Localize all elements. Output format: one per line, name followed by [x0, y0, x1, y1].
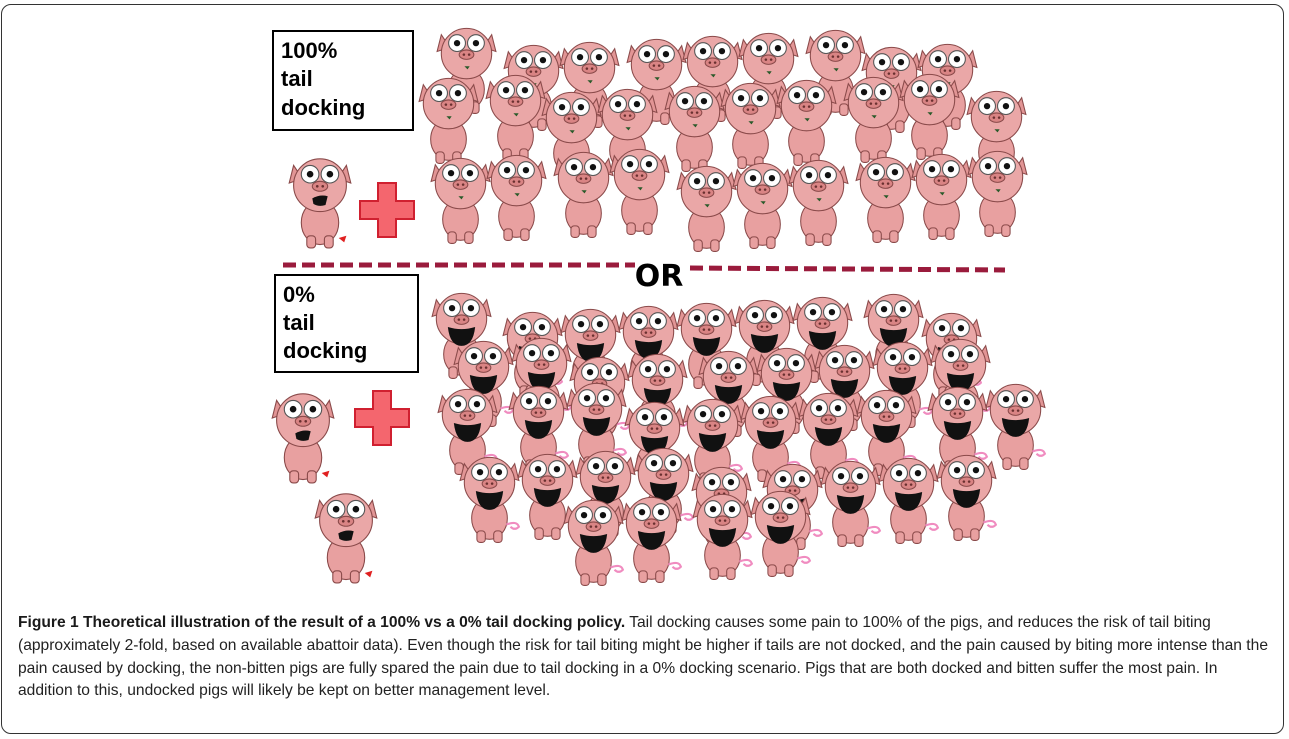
pig-illustration [431, 158, 490, 243]
pig-illustration [487, 155, 546, 240]
plus-icon [360, 183, 414, 237]
pig-illustration [968, 151, 1027, 236]
pig-illustration [419, 78, 478, 163]
page: 100% tail docking OR 0% tail docking Fig… [0, 0, 1289, 739]
figure-art: 100% tail docking OR 0% tail docking [0, 0, 1289, 600]
label-line: docking [283, 338, 367, 363]
caption-label: Figure 1 Theoretical illustration of the… [18, 614, 625, 631]
separator [690, 268, 1005, 270]
pig-illustration [622, 497, 681, 582]
pig-illustration [564, 500, 623, 585]
pig-illustration [789, 160, 848, 245]
pig-illustration [289, 159, 351, 248]
pig-illustration [610, 149, 669, 234]
label-line: tail [283, 310, 315, 335]
pig-illustration [986, 384, 1045, 469]
pig-illustration [554, 152, 613, 237]
label-line: tail [281, 66, 313, 91]
pig-illustration [665, 86, 724, 171]
pig-illustration [677, 166, 736, 251]
pig-illustration [879, 458, 938, 543]
pig-illustration [821, 461, 880, 546]
pig-illustration [733, 163, 792, 248]
plus-icon [355, 391, 409, 445]
pig-illustration [272, 394, 334, 483]
label-line: docking [281, 95, 365, 120]
pig-illustration [937, 455, 996, 540]
pig-illustration [315, 494, 377, 583]
pig-illustration [721, 83, 780, 168]
pig-illustration [777, 80, 836, 165]
pig-illustration [460, 457, 519, 542]
label-line: 0% [283, 282, 315, 307]
label-line: 100% [281, 38, 337, 63]
pig-illustration [856, 157, 915, 242]
caption: Figure 1 Theoretical illustration of the… [18, 612, 1268, 703]
pig-illustration [912, 154, 971, 239]
or-label: OR [635, 259, 684, 294]
